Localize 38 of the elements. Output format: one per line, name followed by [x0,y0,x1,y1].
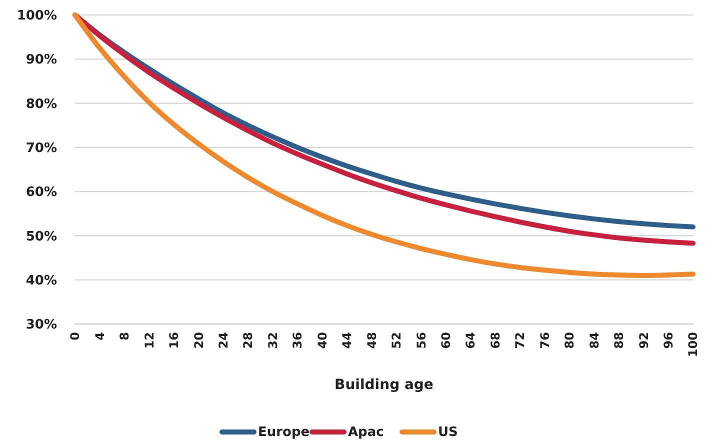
y-tick-label: 40% [26,273,57,288]
x-tick-label: 28 [241,332,256,349]
x-tick-label: 84 [587,332,602,349]
x-tick-label: 20 [192,332,206,349]
y-tick-label: 70% [26,140,57,156]
x-tick-label: 72 [513,332,528,349]
x-tick-label: 56 [414,332,428,349]
legend-label: US [438,425,458,440]
x-tick-label: 76 [538,332,552,349]
y-tick-label: 100% [16,8,57,24]
x-tick-label: 16 [167,332,182,349]
y-tick-label: 50% [26,229,57,244]
legend-label: Europe [258,425,310,440]
y-tick-label: 30% [26,318,57,333]
y-tick-label: 90% [26,52,57,68]
x-tick-label: 4 [92,332,107,340]
x-axis-title: Building age [334,377,434,393]
x-tick-label: 96 [661,332,676,349]
x-tick-label: 32 [266,332,280,349]
x-tick-label: 92 [636,332,651,349]
x-tick-label: 8 [118,332,132,340]
x-tick-label: 60 [439,332,453,349]
x-tick-label: 52 [390,332,404,349]
x-tick-label: 40 [315,332,330,349]
y-tick-label: 80% [26,96,57,112]
x-tick-label: 68 [488,332,502,349]
x-tick-label: 36 [290,332,305,349]
y-tick-label: 60% [26,185,57,200]
x-tick-label: 0 [68,332,82,340]
x-tick-label: 12 [142,332,156,349]
x-tick-label: 100 [686,332,700,358]
x-tick-label: 80 [562,332,577,349]
x-tick-label: 64 [464,332,478,349]
x-tick-label: 88 [612,332,626,349]
legend-label: Apac [348,425,384,440]
x-tick-label: 44 [340,332,354,349]
x-tick-label: 48 [364,332,379,349]
x-tick-label: 24 [216,332,231,349]
